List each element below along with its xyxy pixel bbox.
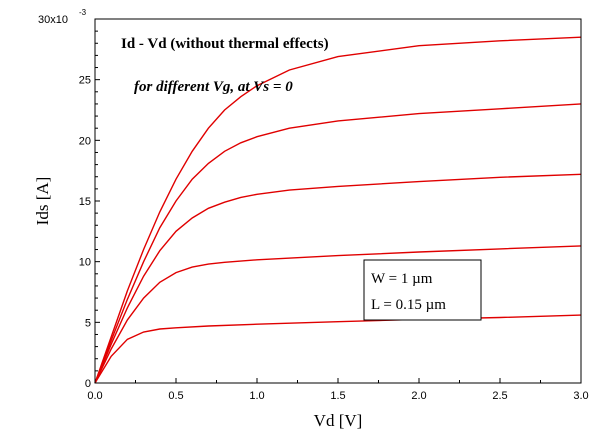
y-multiplier-label: 30x10: [38, 14, 68, 26]
y-axis: 0 5 10 15 20 25: [79, 18, 100, 390]
chart-title: Id - Vd (without thermal effects): [121, 36, 329, 52]
series-line-5: [94, 36, 582, 384]
x-tick-label: 0.5: [168, 390, 183, 402]
annotation-box: W = 1 µm L = 0.15 µm: [363, 259, 482, 321]
y-tick-label: 15: [79, 196, 91, 208]
y-axis-title: Ids [A]: [33, 177, 52, 226]
y-tick-label: 5: [85, 317, 91, 329]
chart-subtitle: for different Vg, at Vs = 0: [134, 79, 293, 95]
series-line-1: [94, 314, 582, 384]
x-axis-title: Vd [V]: [314, 411, 363, 430]
x-tick-label: 1.0: [249, 390, 264, 402]
y-tick-label: 25: [79, 75, 91, 87]
x-tick-label: 2.0: [411, 390, 426, 402]
annotation-line-width: W = 1 µm: [371, 271, 433, 287]
y-tick-label: 0: [85, 378, 91, 390]
series-line-3: [94, 173, 582, 384]
annotation-line-length: L = 0.15 µm: [371, 297, 446, 313]
y-multiplier-exponent: -3: [79, 8, 87, 17]
series-line-2: [94, 245, 582, 384]
x-tick-label: 2.5: [492, 390, 507, 402]
y-tick-label: 10: [79, 257, 91, 269]
x-tick-label: 1.5: [330, 390, 345, 402]
x-tick-label: 0.0: [87, 390, 102, 402]
x-axis: 0.0 0.5 1.0 1.5 2.0 2.5 3.0: [87, 378, 589, 402]
series-line-4: [94, 103, 582, 384]
y-tick-label: 20: [79, 135, 91, 147]
x-tick-label: 3.0: [573, 390, 588, 402]
